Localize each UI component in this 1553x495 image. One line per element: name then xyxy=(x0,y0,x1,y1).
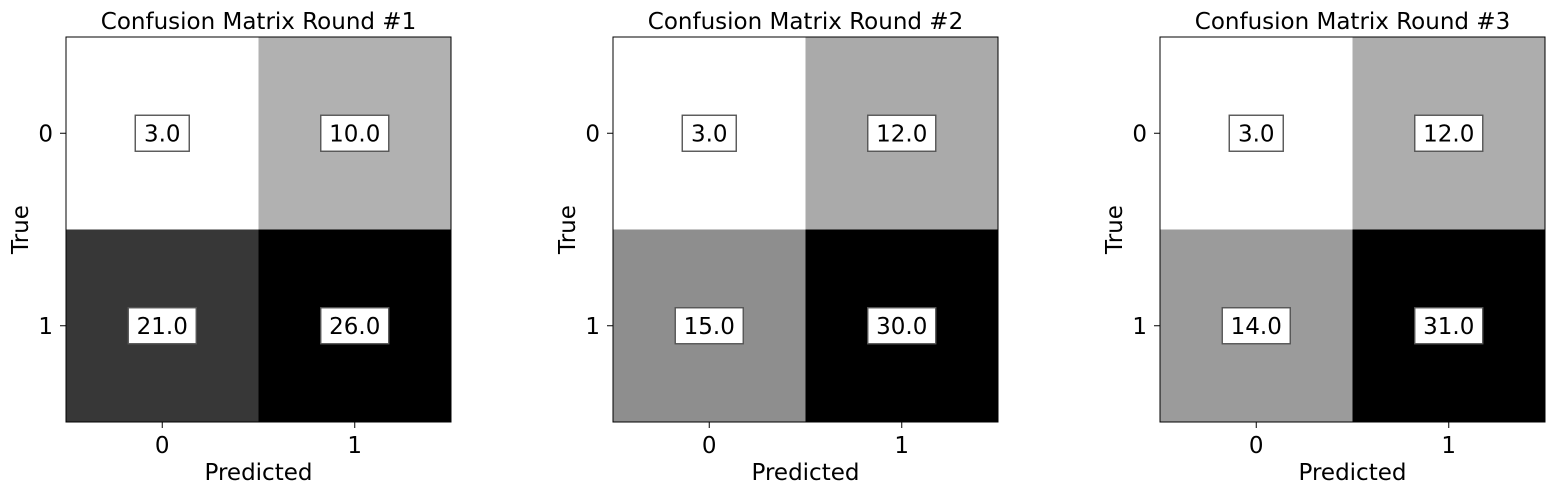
cell-value-label: 30.0 xyxy=(876,314,927,340)
cell-value-label: 14.0 xyxy=(1231,314,1282,340)
cell-value-label: 26.0 xyxy=(329,314,380,340)
x-axis-label: Predicted xyxy=(205,460,313,486)
cell-value-label: 3.0 xyxy=(144,121,181,147)
x-axis-label: Predicted xyxy=(752,460,860,486)
cell-label-box xyxy=(134,114,190,152)
cell-label-box xyxy=(867,114,937,152)
y-tick-label-1: 1 xyxy=(38,314,53,340)
cell-label-box xyxy=(1414,114,1484,152)
y-axis-label: True xyxy=(1102,205,1128,255)
cell-label-box xyxy=(127,307,197,345)
cell-value-label: 10.0 xyxy=(329,121,380,147)
cell-value-label: 3.0 xyxy=(1238,121,1275,147)
cell-label-box xyxy=(320,114,390,152)
x-axis-label: Predicted xyxy=(1299,460,1407,486)
chart-title: Confusion Matrix Round #3 xyxy=(1195,9,1510,35)
cell-value-label: 12.0 xyxy=(876,121,927,147)
y-tick-label-0: 0 xyxy=(585,121,600,147)
plot-frame xyxy=(65,36,452,423)
chart-panel-3: Confusion Matrix Round #3 3.0 12.0 14.0 31.0… xyxy=(1102,9,1546,486)
plot-frame xyxy=(612,36,999,423)
cell-label-box xyxy=(320,307,390,345)
x-tick-label-1: 1 xyxy=(894,433,909,459)
y-tick-label-1: 1 xyxy=(585,314,600,340)
cell-value-label: 12.0 xyxy=(1423,121,1474,147)
chart-panel-2: Confusion Matrix Round #2 3.0 12.0 15.0 30.0… xyxy=(555,9,999,486)
cell-label-box xyxy=(674,307,744,345)
cell-value-label: 15.0 xyxy=(684,314,735,340)
cell-label-box xyxy=(867,307,937,345)
cell-value-label: 3.0 xyxy=(691,121,728,147)
x-tick-label-0: 0 xyxy=(155,433,170,459)
cell-label-box xyxy=(681,114,737,152)
x-tick-label-0: 0 xyxy=(702,433,717,459)
cell-value-label: 21.0 xyxy=(137,314,188,340)
x-tick-label-1: 1 xyxy=(347,433,362,459)
cell-label-box xyxy=(1414,307,1484,345)
cell-label-box xyxy=(1221,307,1291,345)
chart-title: Confusion Matrix Round #1 xyxy=(101,9,416,35)
plot-frame xyxy=(1159,36,1546,423)
x-tick-label-1: 1 xyxy=(1441,433,1456,459)
chart-panel-1: Confusion Matrix Round #1 3.0 10.0 21.0 26.0… xyxy=(8,9,452,486)
y-tick-label-1: 1 xyxy=(1132,314,1147,340)
y-axis-label: True xyxy=(8,205,34,255)
y-axis-label: True xyxy=(555,205,581,255)
chart-title: Confusion Matrix Round #2 xyxy=(648,9,963,35)
x-tick-label-0: 0 xyxy=(1249,433,1264,459)
cell-label-box xyxy=(1228,114,1284,152)
y-tick-label-0: 0 xyxy=(1132,121,1147,147)
cell-value-label: 31.0 xyxy=(1423,314,1474,340)
y-tick-label-0: 0 xyxy=(38,121,53,147)
